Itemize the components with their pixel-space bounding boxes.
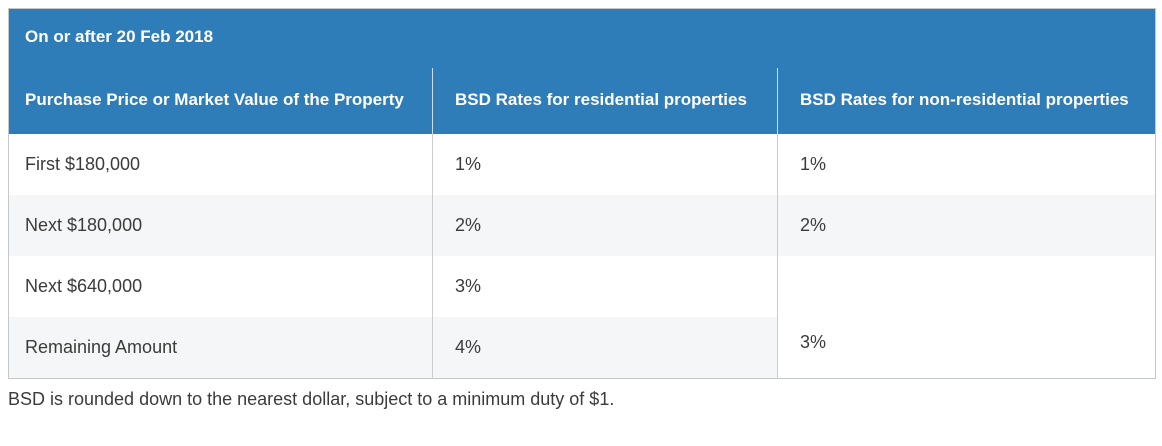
column-header-non-residential-rates: BSD Rates for non-residential properties <box>776 68 1156 134</box>
bsd-rates-table: On or after 20 Feb 2018 Purchase Price o… <box>8 8 1157 379</box>
table-caption: On or after 20 Feb 2018 <box>8 8 1156 68</box>
tier-cell: First $180,000 <box>8 134 433 195</box>
footnote: BSD is rounded down to the nearest dolla… <box>8 389 615 409</box>
residential-rate-cell: 2% <box>432 195 778 256</box>
table-row: Next $180,000 2% 2% <box>8 195 1156 256</box>
non-residential-rate-cell: 1% <box>776 134 1156 195</box>
column-header-purchase-price: Purchase Price or Market Value of the Pr… <box>8 68 433 134</box>
table-row: Remaining Amount 4% <box>8 317 1156 379</box>
tier-cell: Next $640,000 <box>8 256 433 317</box>
non-residential-rate-cell: 2% <box>776 195 1156 256</box>
tier-cell: Next $180,000 <box>8 195 433 256</box>
tier-cell: Remaining Amount <box>8 317 433 379</box>
column-header-row: Purchase Price or Market Value of the Pr… <box>8 68 1156 134</box>
caption-row: On or after 20 Feb 2018 <box>8 8 1156 68</box>
residential-rate-cell: 4% <box>432 317 778 379</box>
table-row: Next $640,000 3% 3% <box>8 256 1156 379</box>
column-header-residential-rates: BSD Rates for residential properties <box>432 68 778 134</box>
table-row: First $180,000 1% 1% <box>8 134 1156 195</box>
residential-rate-cell: 3% <box>432 256 778 317</box>
residential-rate-cell: 1% <box>432 134 778 195</box>
non-residential-rate-cell-merged: 3% <box>776 256 1156 379</box>
